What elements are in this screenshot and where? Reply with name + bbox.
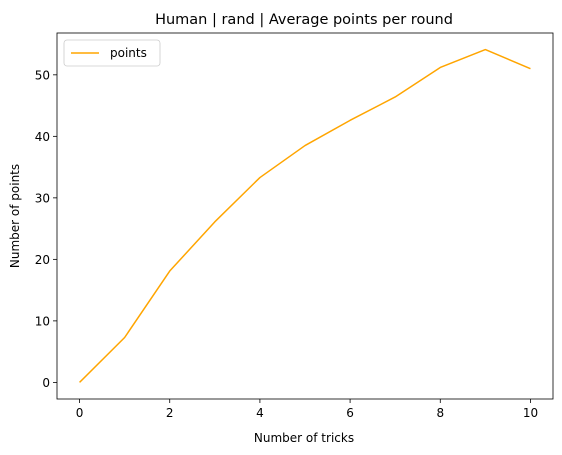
x-tick-label: 10	[523, 406, 538, 420]
legend: points	[63, 39, 161, 67]
y-tick-label: 50	[35, 68, 50, 82]
series-layer	[79, 48, 531, 383]
series-line-points	[79, 48, 531, 383]
y-tick-label: 10	[35, 314, 50, 328]
y-tick-label: 0	[42, 376, 50, 390]
y-axis-ticks: 0 10 20 30 40 50	[35, 68, 57, 390]
x-tick-label: 2	[166, 406, 174, 420]
y-tick-label: 40	[35, 130, 50, 144]
x-tick-label: 8	[436, 406, 444, 420]
x-axis-ticks: 0 2 4 6 8 10	[76, 399, 538, 420]
x-tick-label: 4	[256, 406, 264, 420]
x-axis-label: Number of tricks	[254, 431, 354, 445]
y-tick-label: 20	[35, 253, 50, 267]
x-tick-label: 6	[346, 406, 354, 420]
chart-title: Human | rand | Average points per round	[155, 12, 453, 28]
plot-area	[56, 32, 554, 400]
legend-label-points: points	[110, 46, 147, 60]
x-tick-label: 0	[76, 406, 84, 420]
plot-frame	[56, 32, 554, 400]
y-axis-label: Number of points	[8, 164, 22, 268]
y-tick-label: 30	[35, 191, 50, 205]
legend-box	[63, 39, 161, 67]
